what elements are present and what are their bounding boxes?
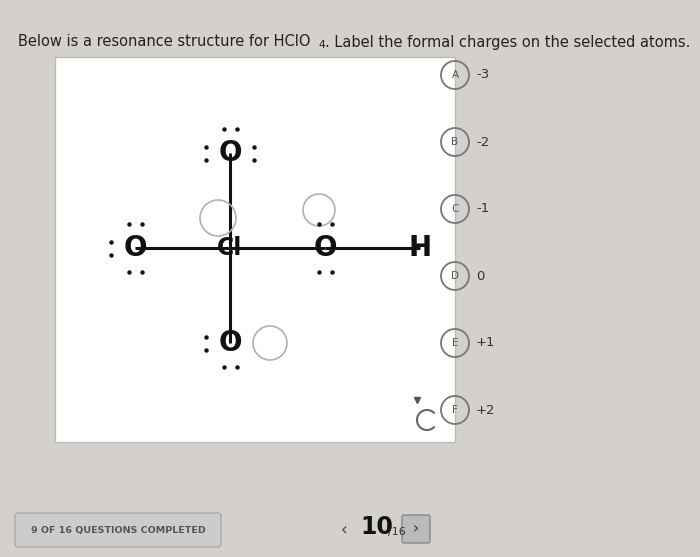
Text: E: E bbox=[452, 338, 458, 348]
Text: O: O bbox=[218, 139, 242, 167]
Text: . Label the formal charges on the selected atoms.: . Label the formal charges on the select… bbox=[325, 35, 690, 50]
Text: +1: +1 bbox=[476, 336, 496, 349]
Text: A: A bbox=[452, 70, 458, 80]
Text: 0: 0 bbox=[476, 270, 484, 282]
Text: 9 OF 16 QUESTIONS COMPLETED: 9 OF 16 QUESTIONS COMPLETED bbox=[31, 525, 205, 535]
Text: Below is a resonance structure for HClO: Below is a resonance structure for HClO bbox=[18, 35, 311, 50]
Text: ‹: ‹ bbox=[341, 521, 347, 539]
Text: -2: -2 bbox=[476, 135, 489, 149]
FancyBboxPatch shape bbox=[55, 57, 455, 442]
Text: O: O bbox=[123, 234, 147, 262]
Text: 4: 4 bbox=[318, 40, 325, 50]
Text: -3: -3 bbox=[476, 69, 489, 81]
Text: ›: › bbox=[413, 521, 419, 536]
Text: -1: -1 bbox=[476, 203, 489, 216]
Text: +2: +2 bbox=[476, 403, 496, 417]
FancyBboxPatch shape bbox=[402, 515, 430, 543]
Text: O: O bbox=[218, 329, 242, 357]
Text: F: F bbox=[452, 405, 458, 415]
FancyBboxPatch shape bbox=[15, 513, 221, 547]
Text: B: B bbox=[452, 137, 458, 147]
Text: C: C bbox=[452, 204, 458, 214]
Text: O: O bbox=[314, 234, 337, 262]
Text: Cl: Cl bbox=[217, 236, 243, 260]
Text: /16: /16 bbox=[388, 527, 406, 537]
Text: H: H bbox=[408, 234, 432, 262]
Text: D: D bbox=[451, 271, 459, 281]
Text: 10: 10 bbox=[360, 515, 393, 539]
